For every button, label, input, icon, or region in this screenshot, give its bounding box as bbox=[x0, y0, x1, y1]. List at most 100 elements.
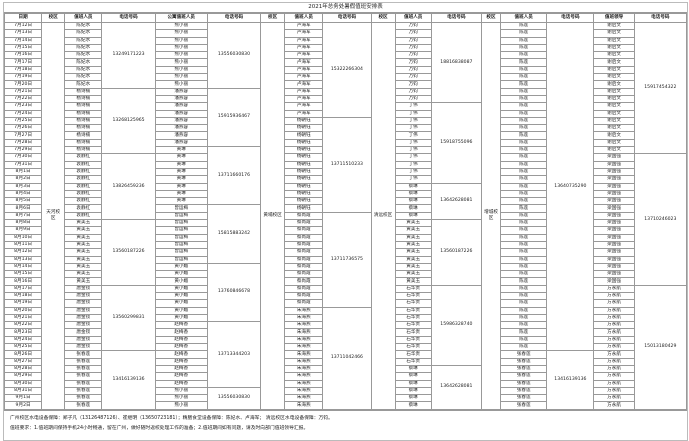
date-cell: 8月22日 bbox=[3, 321, 43, 330]
staff-cell: 陈莲 bbox=[500, 116, 548, 126]
staff-cell: 陈妃水 bbox=[64, 29, 103, 38]
staff-cell: 曾运梅 bbox=[154, 226, 208, 235]
staff-cell: 谢启文 bbox=[593, 29, 635, 38]
staff-cell: 唐金钗 bbox=[64, 299, 103, 308]
staff-cell: 丁伟 bbox=[394, 102, 432, 111]
table-row: 8月27日 张春莲 赵梅香 朱海燕 石华贵 张春莲 方永航 bbox=[3, 357, 687, 366]
staff-cell: 张春莲 bbox=[64, 364, 103, 374]
campus-cell: 清远校区 bbox=[370, 22, 396, 410]
date-cell: 8月3日 bbox=[3, 182, 43, 191]
staff-cell: 石华贵 bbox=[394, 343, 432, 352]
staff-cell: 黄美玉 bbox=[394, 255, 432, 264]
date-cell: 7月25日 bbox=[3, 116, 43, 126]
staff-cell: 陈莲 bbox=[500, 36, 548, 45]
staff-cell: 朱海燕 bbox=[284, 372, 324, 381]
staff-cell: 杨诗楠 bbox=[64, 124, 103, 133]
column-header: 校区 bbox=[260, 13, 286, 23]
staff-cell: 陈莲 bbox=[500, 189, 548, 199]
staff-cell: 谢启文 bbox=[593, 51, 635, 60]
staff-cell: 熊小丽 bbox=[154, 51, 208, 60]
footer-notes: 广州校区水电设备保障：郑子凡（13126487126）、崔继明（13650723… bbox=[4, 409, 687, 440]
staff-cell: 万钧 bbox=[394, 58, 432, 67]
staff-cell: 黄小媚 bbox=[154, 262, 208, 272]
staff-cell: 唐金钗 bbox=[64, 343, 103, 352]
staff-cell: 黄美玉 bbox=[394, 248, 432, 257]
staff-cell: 梁国强 bbox=[593, 182, 635, 191]
staff-cell: 方永航 bbox=[593, 386, 635, 396]
staff-cell: 张春莲 bbox=[500, 386, 548, 396]
table-row: 8月14日 黄美玉 黄小媚 13760846678 蔡尚霞 黄美玉 陈莲 梁国强 bbox=[3, 262, 687, 323]
staff-cell: 陈妃水 bbox=[64, 21, 103, 31]
column-header: 值班人员 bbox=[64, 13, 103, 23]
staff-cell: 黄小媚 bbox=[154, 284, 208, 294]
staff-cell: 黄小媚 bbox=[154, 299, 208, 308]
staff-cell: 陈莲 bbox=[500, 284, 548, 294]
date-cell: 8月10日 bbox=[3, 233, 43, 242]
staff-cell: 蔡琳 bbox=[394, 386, 432, 396]
staff-cell: 陈莲 bbox=[500, 197, 548, 206]
staff-cell: 黄美玉 bbox=[394, 262, 432, 272]
staff-cell: 蔡尚霞 bbox=[284, 226, 324, 235]
staff-cell: 杨朝钰 bbox=[284, 175, 324, 184]
table-row: 7月17日 陈妃水 熊小丽 卢海军 万钧 陈莲 谢启文 bbox=[3, 58, 687, 67]
staff-cell: 方永航 bbox=[593, 284, 635, 294]
staff-cell: 杨诗楠 bbox=[64, 87, 103, 96]
staff-cell: 卢海军 bbox=[284, 94, 324, 104]
date-cell: 8月29日 bbox=[3, 372, 43, 381]
staff-cell: 潘燕容 bbox=[154, 138, 208, 148]
staff-cell: 杨朝钰 bbox=[284, 153, 324, 162]
staff-cell: 蔡琳 bbox=[394, 197, 432, 206]
table-row: 7月30日 袁静红 13826459236 黄琳 杨朝钰 丁伟 陈莲 梁国强 137102460… bbox=[3, 153, 688, 286]
table-row: 7月29日 杨诗楠 黄琳 13711660176 杨朝钰 丁伟 陈莲 谢启文 bbox=[3, 146, 687, 206]
staff-cell: 蔡尚霞 bbox=[284, 218, 324, 228]
staff-cell: 石华贵 bbox=[394, 350, 432, 359]
staff-cell: 赵梅香 bbox=[154, 321, 208, 330]
staff-cell: 熊小丽 bbox=[154, 401, 208, 410]
staff-cell: 朱海燕 bbox=[284, 335, 324, 345]
header-row: 日期 校区 值班人员 电话号码 公寓值班人员 电话号码 校区 值班人员 电话号码 校区 值班人员 电话… bbox=[3, 13, 688, 23]
staff-cell: 杨朝钰 bbox=[284, 160, 324, 169]
phone-cell: 13416139136 bbox=[101, 350, 156, 410]
staff-cell: 石华贵 bbox=[394, 306, 432, 315]
date-cell: 8月14日 bbox=[3, 262, 43, 272]
staff-cell: 方永航 bbox=[593, 379, 635, 388]
date-cell: 8月1日 bbox=[3, 167, 43, 177]
staff-cell: 黄小媚 bbox=[154, 306, 208, 315]
staff-cell: 蔡尚霞 bbox=[284, 240, 324, 250]
phone-cell: 13560299831 bbox=[101, 284, 156, 352]
staff-cell: 黄美玉 bbox=[394, 277, 432, 286]
date-cell: 8月24日 bbox=[3, 335, 43, 345]
staff-cell: 陈莲 bbox=[500, 160, 548, 169]
staff-cell: 唐金钗 bbox=[64, 306, 103, 315]
staff-cell: 蔡尚霞 bbox=[284, 277, 324, 286]
phone-cell: 13556030830 bbox=[206, 22, 262, 89]
staff-cell: 梁国强 bbox=[593, 233, 635, 242]
staff-cell: 陈莲 bbox=[500, 65, 548, 75]
table-row: 8月28日 张春莲 赵梅香 朱海燕 蔡琳 13642628081 张春莲 方永航 bbox=[3, 364, 687, 410]
staff-cell: 方永航 bbox=[593, 321, 635, 330]
staff-cell: 杨朝钰 bbox=[284, 138, 324, 148]
staff-cell: 蔡琳 bbox=[394, 189, 432, 199]
staff-cell: 陈妃水 bbox=[64, 36, 103, 45]
staff-cell: 朱海燕 bbox=[284, 328, 324, 337]
duty-schedule-sheet: 2021年总务处暑假值班安排表 日期 校区 值班人员 电话号码 公寓值班人员 电话号码 校区… bbox=[3, 2, 688, 441]
staff-cell: 卢海军 bbox=[284, 102, 324, 111]
staff-cell: 方永航 bbox=[593, 350, 635, 359]
date-cell: 7月22日 bbox=[3, 94, 43, 104]
staff-cell: 袁静红 bbox=[64, 182, 103, 191]
staff-cell: 卢海军 bbox=[284, 109, 324, 118]
staff-cell: 蔡琳 bbox=[394, 394, 432, 403]
date-cell: 7月27日 bbox=[3, 131, 43, 140]
staff-cell: 丁伟 bbox=[394, 131, 432, 140]
staff-cell: 蔡琳 bbox=[394, 204, 432, 213]
staff-cell: 陈莲 bbox=[500, 277, 548, 286]
duty-table: 日期 校区 值班人员 电话号码 公寓值班人员 电话号码 校区 值班人员 电话号码 校区 值班人员 电话… bbox=[3, 13, 688, 410]
phone-cell: 13711042466 bbox=[322, 306, 372, 410]
staff-cell: 朱海燕 bbox=[284, 386, 324, 396]
staff-cell: 石华贵 bbox=[394, 335, 432, 345]
date-cell: 8月5日 bbox=[3, 197, 43, 206]
staff-cell: 谢启文 bbox=[593, 102, 635, 111]
campus-cell: 天河校区 bbox=[41, 22, 66, 410]
table-row: 9月2日 张春莲 熊小丽 朱海燕 蔡琳 张春莲 方永航 bbox=[3, 401, 687, 410]
staff-cell: 万钧 bbox=[394, 73, 432, 82]
